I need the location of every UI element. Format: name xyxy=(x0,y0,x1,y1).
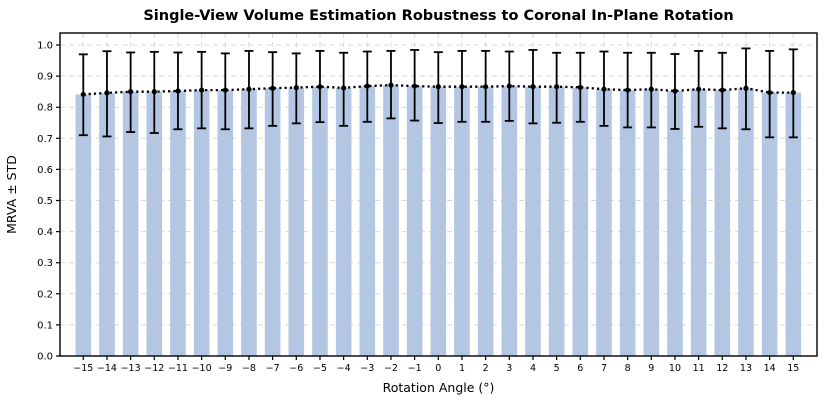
x-tick-label: −3 xyxy=(360,363,374,374)
bar xyxy=(525,86,541,356)
y-axis-ticks: 0.0 0.1 0.2 0.3 0.4 0.5 0.6 0.7 0.8 0.9 1.0 xyxy=(37,41,60,363)
x-tick-label: −9 xyxy=(218,363,232,374)
x-tick-label: −4 xyxy=(337,363,351,374)
bar xyxy=(501,86,518,356)
x-tick-label: −14 xyxy=(97,363,117,374)
mean-marker xyxy=(175,88,181,94)
mean-marker xyxy=(743,85,749,91)
x-tick-label: −8 xyxy=(242,363,256,374)
y-tick-label: 1.0 xyxy=(37,41,53,52)
chart-title: Single-View Volume Estimation Robustness… xyxy=(143,8,733,24)
x-tick-label: 11 xyxy=(693,363,705,374)
x-tick-label: 8 xyxy=(625,363,631,374)
x-tick-label: 4 xyxy=(530,363,536,374)
mean-marker xyxy=(412,83,418,89)
mean-marker xyxy=(483,84,489,90)
mean-marker xyxy=(767,89,773,96)
mean-marker xyxy=(459,84,465,90)
x-tick-label: −10 xyxy=(192,363,212,374)
y-tick-label: 0.2 xyxy=(37,289,53,300)
mean-marker xyxy=(293,85,299,91)
mean-marker xyxy=(506,83,512,89)
bar xyxy=(312,86,328,356)
x-tick-label: 6 xyxy=(577,363,583,374)
y-tick-label: 0.7 xyxy=(37,134,53,145)
mean-marker xyxy=(341,85,347,91)
mean-markers-layer xyxy=(80,82,796,98)
mean-marker xyxy=(222,87,228,93)
mean-marker xyxy=(364,83,370,89)
x-tick-label: −13 xyxy=(121,363,141,374)
x-tick-label: −11 xyxy=(168,363,188,374)
x-tick-label: −2 xyxy=(384,363,398,374)
mean-marker xyxy=(128,89,134,95)
mean-marker xyxy=(388,82,394,88)
bar xyxy=(406,86,423,356)
y-tick-label: 0.3 xyxy=(37,258,53,269)
bar xyxy=(335,87,352,356)
x-tick-label: 14 xyxy=(764,363,776,374)
x-tick-label: 9 xyxy=(648,363,654,374)
bar xyxy=(572,87,589,357)
x-tick-label: 5 xyxy=(554,363,560,374)
y-tick-label: 0.0 xyxy=(37,352,53,363)
x-tick-label: 3 xyxy=(506,363,512,374)
mean-marker xyxy=(270,85,276,91)
mean-marker xyxy=(80,91,86,98)
y-tick-label: 0.8 xyxy=(37,103,53,114)
x-tick-label: 15 xyxy=(787,363,799,374)
y-tick-label: 0.4 xyxy=(37,227,53,238)
y-tick-label: 0.1 xyxy=(37,320,53,331)
x-tick-label: −7 xyxy=(266,363,280,374)
x-tick-label: 2 xyxy=(483,363,489,374)
y-tick-label: 0.9 xyxy=(37,72,53,83)
mean-marker xyxy=(246,86,252,92)
mean-marker xyxy=(625,87,631,93)
bar xyxy=(477,86,494,356)
mean-marker xyxy=(317,84,323,90)
mean-marker xyxy=(577,84,583,90)
x-tick-label: 13 xyxy=(740,363,752,374)
bar xyxy=(430,86,447,356)
bar xyxy=(548,86,565,356)
mean-marker xyxy=(435,84,441,90)
bar xyxy=(454,86,470,356)
mean-marker xyxy=(199,87,205,93)
mean-marker xyxy=(790,89,796,96)
mean-marker xyxy=(530,84,536,90)
mean-marker xyxy=(648,86,654,92)
x-tick-label: −1 xyxy=(408,363,422,374)
x-tick-label: 7 xyxy=(601,363,607,374)
mean-marker xyxy=(672,88,678,94)
x-tick-label: −6 xyxy=(289,363,303,374)
bar xyxy=(359,86,376,356)
mean-marker xyxy=(696,86,702,92)
bar xyxy=(288,87,305,357)
y-tick-label: 0.5 xyxy=(37,196,53,207)
x-tick-label: 0 xyxy=(435,363,441,374)
bar xyxy=(383,85,399,356)
x-tick-label: −15 xyxy=(73,363,93,374)
x-tick-label: 1 xyxy=(459,363,465,374)
y-tick-label: 0.6 xyxy=(37,165,53,176)
x-axis-ticks: −15 −14 −13 −12 −11 −10 −9 −8 −7 −6 −5 −4 −3 −2 −1 0 1 2 3… xyxy=(73,356,799,374)
mean-marker xyxy=(601,86,607,92)
mean-marker xyxy=(554,84,560,90)
x-tick-label: 12 xyxy=(716,363,728,374)
x-axis-label: Rotation Angle (°) xyxy=(383,380,495,395)
mean-marker xyxy=(104,90,110,96)
x-tick-label: 10 xyxy=(669,363,681,374)
mean-marker xyxy=(719,87,725,93)
y-axis-label: MRVA ± STD xyxy=(4,155,19,234)
x-tick-label: −5 xyxy=(313,363,327,374)
mean-marker xyxy=(151,89,157,95)
x-tick-label: −12 xyxy=(144,363,164,374)
